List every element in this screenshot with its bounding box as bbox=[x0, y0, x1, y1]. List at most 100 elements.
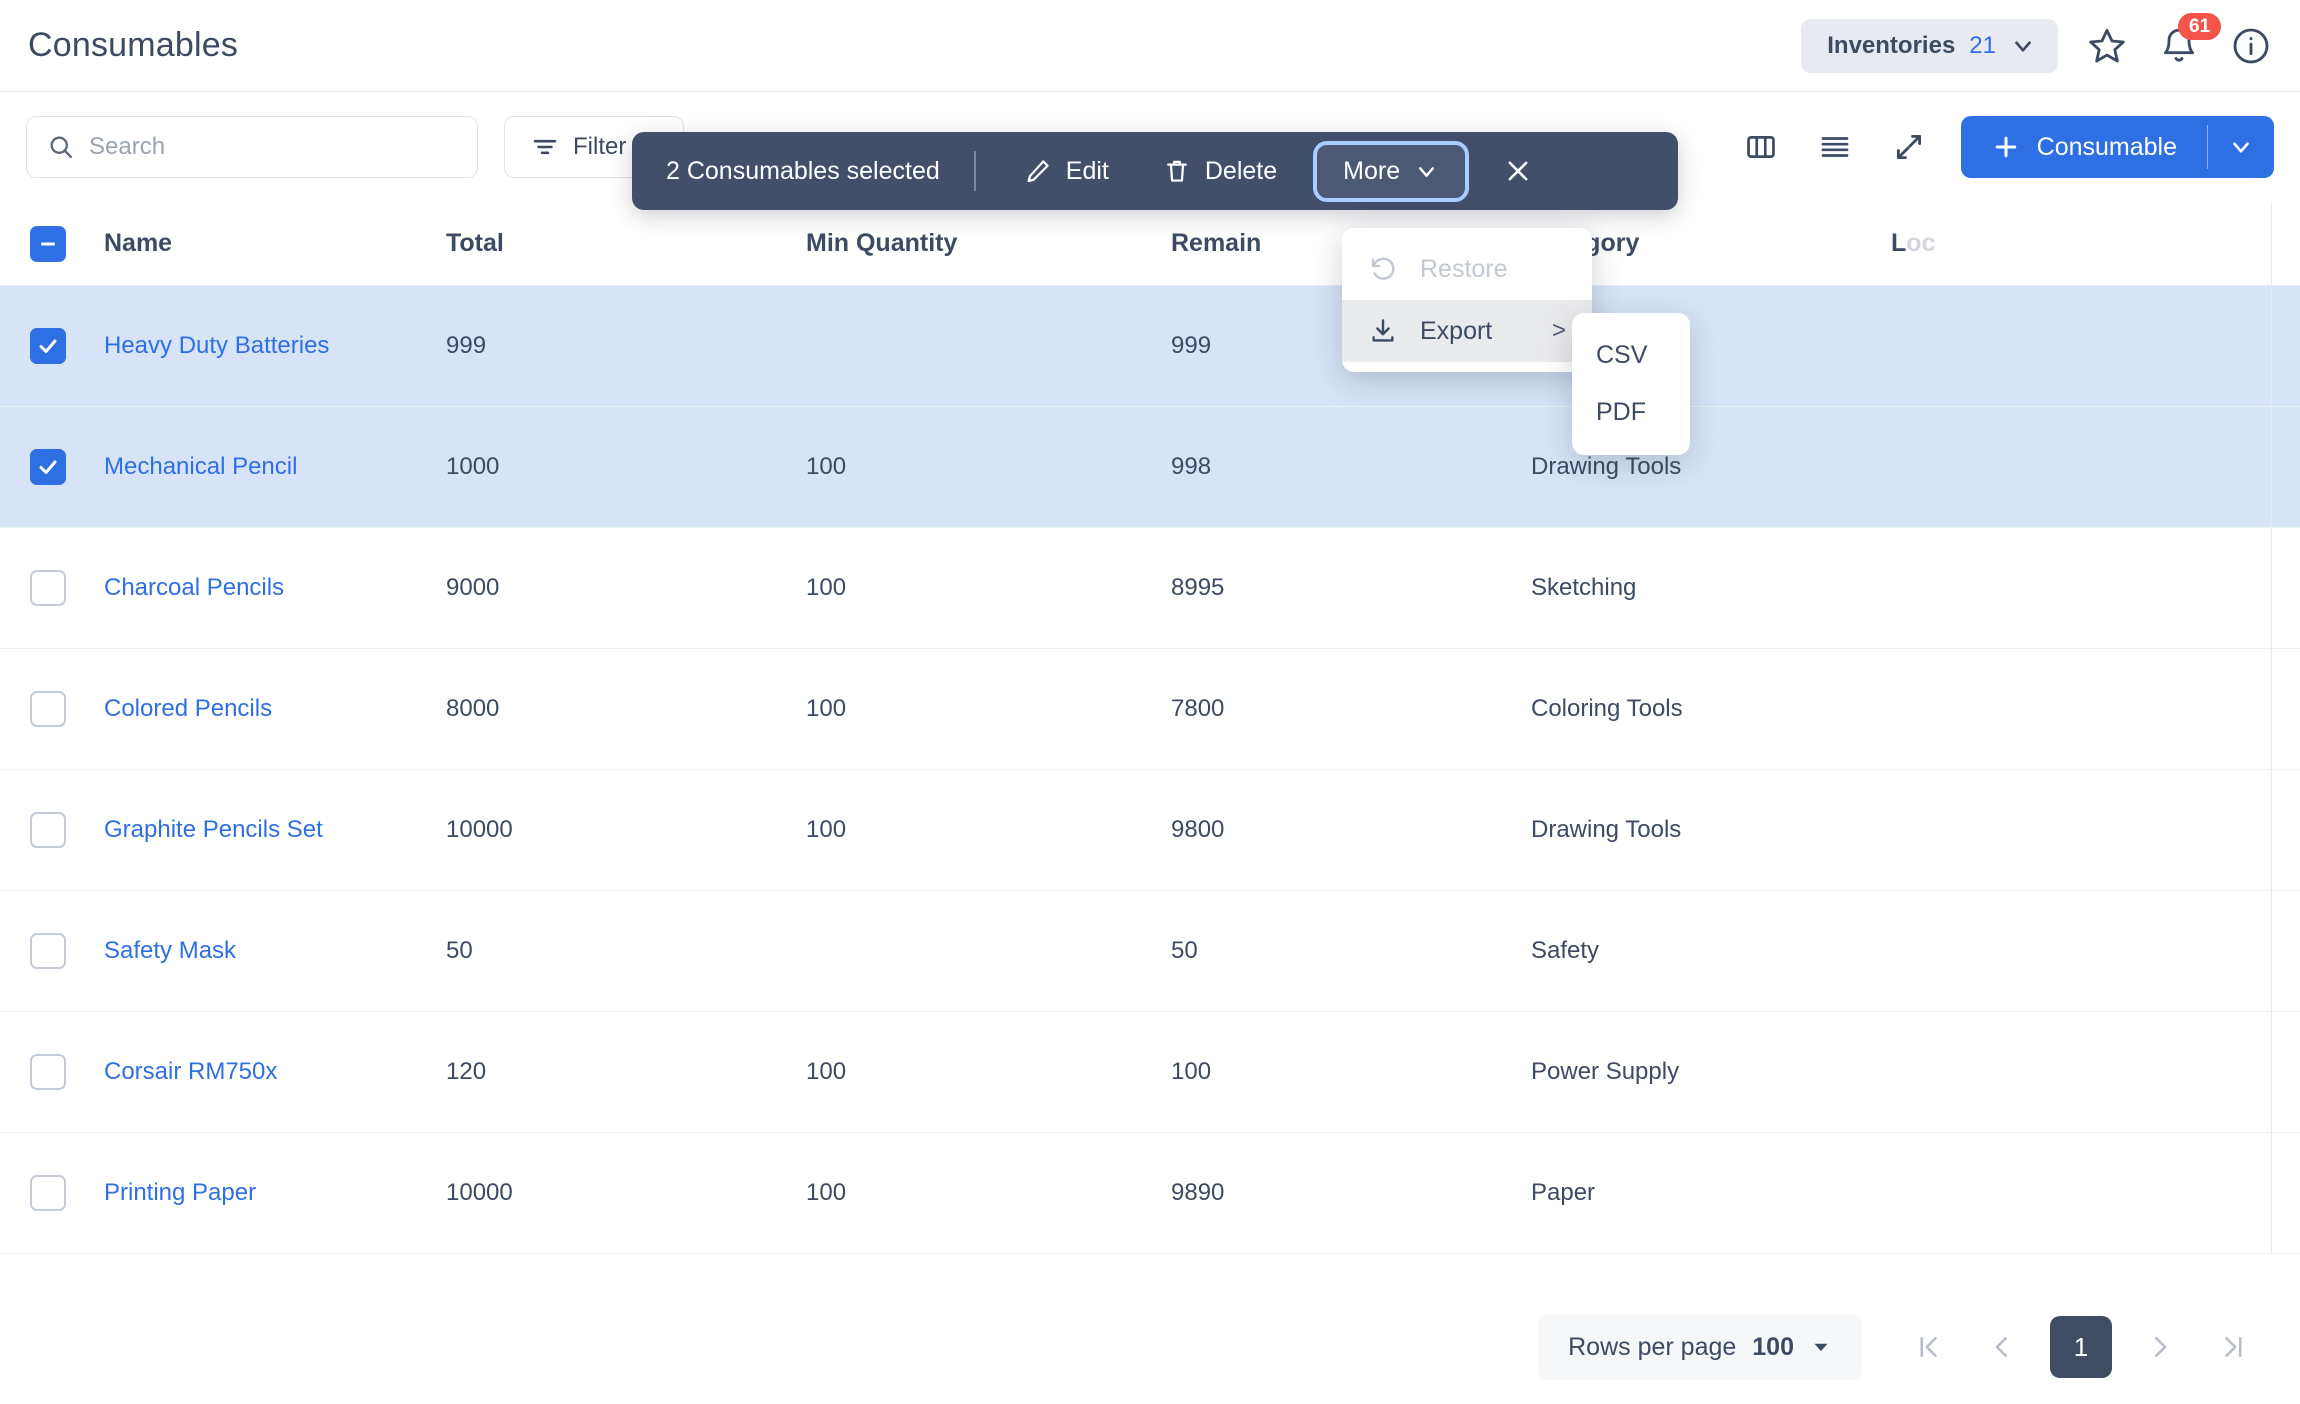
consumables-table: Name Total Min Quantity Remain Category … bbox=[0, 202, 2300, 1290]
row-checkbox[interactable] bbox=[30, 691, 66, 727]
bulk-more-button[interactable]: More bbox=[1313, 140, 1470, 202]
row-checkbox[interactable] bbox=[30, 1054, 66, 1090]
plus-icon bbox=[1991, 132, 2021, 162]
columns-icon bbox=[1744, 130, 1778, 164]
close-selection-button[interactable] bbox=[1493, 152, 1543, 190]
cell-actions: Checkout bbox=[2271, 1012, 2300, 1132]
bulk-delete-button[interactable]: Delete bbox=[1149, 147, 1291, 196]
row-checkbox[interactable] bbox=[30, 328, 66, 364]
consumable-link[interactable]: Colored Pencils bbox=[104, 695, 273, 722]
menu-item-export[interactable]: Export > bbox=[1342, 300, 1592, 362]
export-option-csv[interactable]: CSV bbox=[1596, 341, 1648, 369]
inventories-selector[interactable]: Inventories 21 bbox=[1801, 18, 2058, 73]
column-header-remaining[interactable]: Remain bbox=[1171, 229, 1262, 257]
bulk-edit-button[interactable]: Edit bbox=[1010, 147, 1123, 196]
column-header-location-faded: oc bbox=[1906, 229, 1936, 257]
cell-name: Graphite Pencils Set bbox=[96, 816, 446, 844]
consumable-link[interactable]: Printing Paper bbox=[104, 1179, 257, 1206]
consumable-link[interactable]: Charcoal Pencils bbox=[104, 574, 285, 601]
column-header-location[interactable]: Loc bbox=[1891, 229, 2271, 258]
table-row[interactable]: Charcoal Pencils 9000 100 8995 Sketching Chec… bbox=[0, 528, 2300, 649]
cell-min-quantity: 100 bbox=[806, 453, 847, 480]
row-checkbox[interactable] bbox=[30, 449, 66, 485]
add-consumable-button[interactable]: Consumable bbox=[1960, 116, 2274, 178]
page-number-1[interactable]: 1 bbox=[2050, 1316, 2112, 1378]
search-input[interactable] bbox=[89, 133, 457, 161]
row-select-cell bbox=[0, 1175, 96, 1211]
cell-min-quantity: 100 bbox=[806, 574, 847, 601]
row-checkbox[interactable] bbox=[30, 570, 66, 606]
bulk-delete-label: Delete bbox=[1204, 156, 1278, 185]
cell-remaining: 9890 bbox=[1171, 1179, 1225, 1206]
columns-button[interactable] bbox=[1739, 125, 1783, 169]
density-button[interactable] bbox=[1813, 125, 1857, 169]
consumable-link[interactable]: Corsair RM750x bbox=[104, 1058, 278, 1085]
inventories-label: Inventories bbox=[1827, 31, 1956, 59]
rows-per-page-label: Rows per page bbox=[1568, 1332, 1737, 1361]
row-checkbox[interactable] bbox=[30, 812, 66, 848]
header-actions: Inventories 21 61 bbox=[1801, 12, 2274, 73]
column-header-location-visible: L bbox=[1891, 229, 1907, 257]
table-row[interactable]: Mechanical Pencil 1000 100 998 Drawing Tools… bbox=[0, 407, 2300, 528]
add-consumable-main[interactable]: Consumable bbox=[1961, 116, 2207, 178]
row-checkbox[interactable] bbox=[30, 1175, 66, 1211]
consumable-link[interactable]: Safety Mask bbox=[104, 937, 237, 964]
table-row[interactable]: Printing Paper 10000 100 9890 Paper Checkout bbox=[0, 1133, 2300, 1254]
cell-remaining: 998 bbox=[1171, 453, 1212, 480]
cell-actions: Checkout bbox=[2271, 1133, 2300, 1253]
search-box[interactable] bbox=[26, 116, 478, 178]
cell-name: Safety Mask bbox=[96, 937, 446, 965]
consumable-link[interactable]: Mechanical Pencil bbox=[104, 453, 298, 480]
prev-page-button[interactable] bbox=[1976, 1321, 2028, 1373]
row-select-cell bbox=[0, 933, 96, 969]
cell-actions: Checkout bbox=[2271, 528, 2300, 648]
cell-total: 9000 bbox=[446, 574, 500, 601]
favorite-button[interactable] bbox=[2084, 23, 2130, 69]
info-button[interactable] bbox=[2228, 23, 2274, 69]
consumable-link[interactable]: Graphite Pencils Set bbox=[104, 816, 323, 843]
column-header-actions[interactable]: Actions bbox=[2271, 202, 2300, 285]
search-icon bbox=[47, 133, 75, 161]
next-page-button[interactable] bbox=[2134, 1321, 2186, 1373]
info-icon bbox=[2231, 26, 2271, 66]
menu-item-restore[interactable]: Restore bbox=[1342, 238, 1592, 300]
add-consumable-caret[interactable] bbox=[2208, 116, 2274, 178]
table-row[interactable]: Heavy Duty Batteries 999 999 Checkout bbox=[0, 286, 2300, 407]
cell-total: 8000 bbox=[446, 695, 500, 722]
table-row[interactable]: Colored Pencils 8000 100 7800 Coloring Tools… bbox=[0, 649, 2300, 770]
bulk-more-label: More bbox=[1343, 156, 1401, 185]
inventories-count: 21 bbox=[1969, 31, 1996, 59]
cell-category: Safety bbox=[1531, 937, 1600, 964]
rows-per-page-selector[interactable]: Rows per page 100 bbox=[1538, 1314, 1862, 1380]
add-button-divider bbox=[2207, 125, 2208, 169]
column-header-name[interactable]: Name bbox=[104, 229, 173, 257]
table-footer: Rows per page 100 1 bbox=[0, 1290, 2300, 1404]
pencil-icon bbox=[1024, 157, 1052, 185]
filter-icon bbox=[531, 133, 559, 161]
select-all-checkbox[interactable] bbox=[30, 225, 66, 262]
menu-item-restore-label: Restore bbox=[1420, 254, 1508, 283]
pagination: 1 bbox=[1902, 1316, 2260, 1378]
column-header-min-quantity[interactable]: Min Quantity bbox=[806, 229, 958, 257]
selection-count-label: 2 Consumables selected bbox=[666, 156, 940, 185]
trash-icon bbox=[1163, 157, 1191, 185]
row-select-cell bbox=[0, 691, 96, 727]
fullscreen-button[interactable] bbox=[1887, 125, 1931, 169]
row-checkbox[interactable] bbox=[30, 933, 66, 969]
last-page-button[interactable] bbox=[2208, 1321, 2260, 1373]
prev-page-icon bbox=[1987, 1332, 2017, 1362]
notifications-badge: 61 bbox=[2178, 12, 2222, 41]
cell-total: 1000 bbox=[446, 453, 500, 480]
cell-remaining: 100 bbox=[1171, 1058, 1212, 1085]
chevron-down-icon bbox=[2228, 134, 2254, 160]
notifications-button[interactable]: 61 bbox=[2156, 12, 2222, 69]
table-row[interactable]: Graphite Pencils Set 10000 100 9800 Drawing … bbox=[0, 770, 2300, 891]
consumable-link[interactable]: Heavy Duty Batteries bbox=[104, 332, 330, 359]
column-header-total[interactable]: Total bbox=[446, 229, 504, 257]
table-row[interactable]: Safety Mask 50 50 Safety Checkout bbox=[0, 891, 2300, 1012]
first-page-button[interactable] bbox=[1902, 1321, 1954, 1373]
row-select-cell bbox=[0, 449, 96, 485]
export-option-pdf[interactable]: PDF bbox=[1596, 398, 1646, 426]
table-row[interactable]: Corsair RM750x 120 100 100 Power Supply Check… bbox=[0, 1012, 2300, 1133]
filter-label: Filter bbox=[573, 133, 627, 160]
